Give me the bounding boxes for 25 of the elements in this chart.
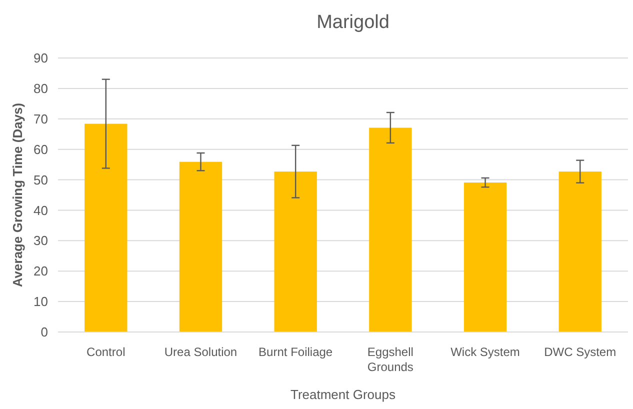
bar bbox=[84, 124, 128, 332]
y-tick-label: 50 bbox=[34, 172, 48, 188]
x-tick-label: DWC System bbox=[544, 345, 616, 359]
x-tick-label: Eggshell Grounds bbox=[367, 345, 414, 374]
y-tick-label: 60 bbox=[34, 142, 48, 157]
y-axis-title: Average Growing Time (Days) bbox=[10, 102, 25, 288]
y-tick-label: 0 bbox=[40, 324, 48, 340]
y-tick-label: 40 bbox=[34, 202, 48, 218]
x-tick-label: Burnt Foiliage bbox=[258, 345, 333, 359]
x-tick-label: Control bbox=[86, 345, 126, 359]
bar bbox=[179, 162, 222, 332]
bar bbox=[464, 182, 507, 332]
bar bbox=[369, 128, 412, 332]
y-tick-label: 70 bbox=[34, 111, 48, 126]
chart-title: Marigold bbox=[316, 12, 390, 33]
x-tick-label: Urea Solution bbox=[164, 345, 238, 359]
y-tick-label: 90 bbox=[34, 50, 48, 66]
y-tick-label: 80 bbox=[34, 80, 48, 96]
x-tick-label: Wick System bbox=[450, 345, 520, 359]
y-tick-label: 30 bbox=[34, 233, 48, 248]
bar bbox=[274, 172, 317, 332]
y-tick-label: 10 bbox=[34, 294, 48, 310]
y-tick-label: 20 bbox=[34, 264, 48, 279]
bar bbox=[558, 172, 602, 332]
x-axis-title: Treatment Groups bbox=[290, 387, 396, 402]
